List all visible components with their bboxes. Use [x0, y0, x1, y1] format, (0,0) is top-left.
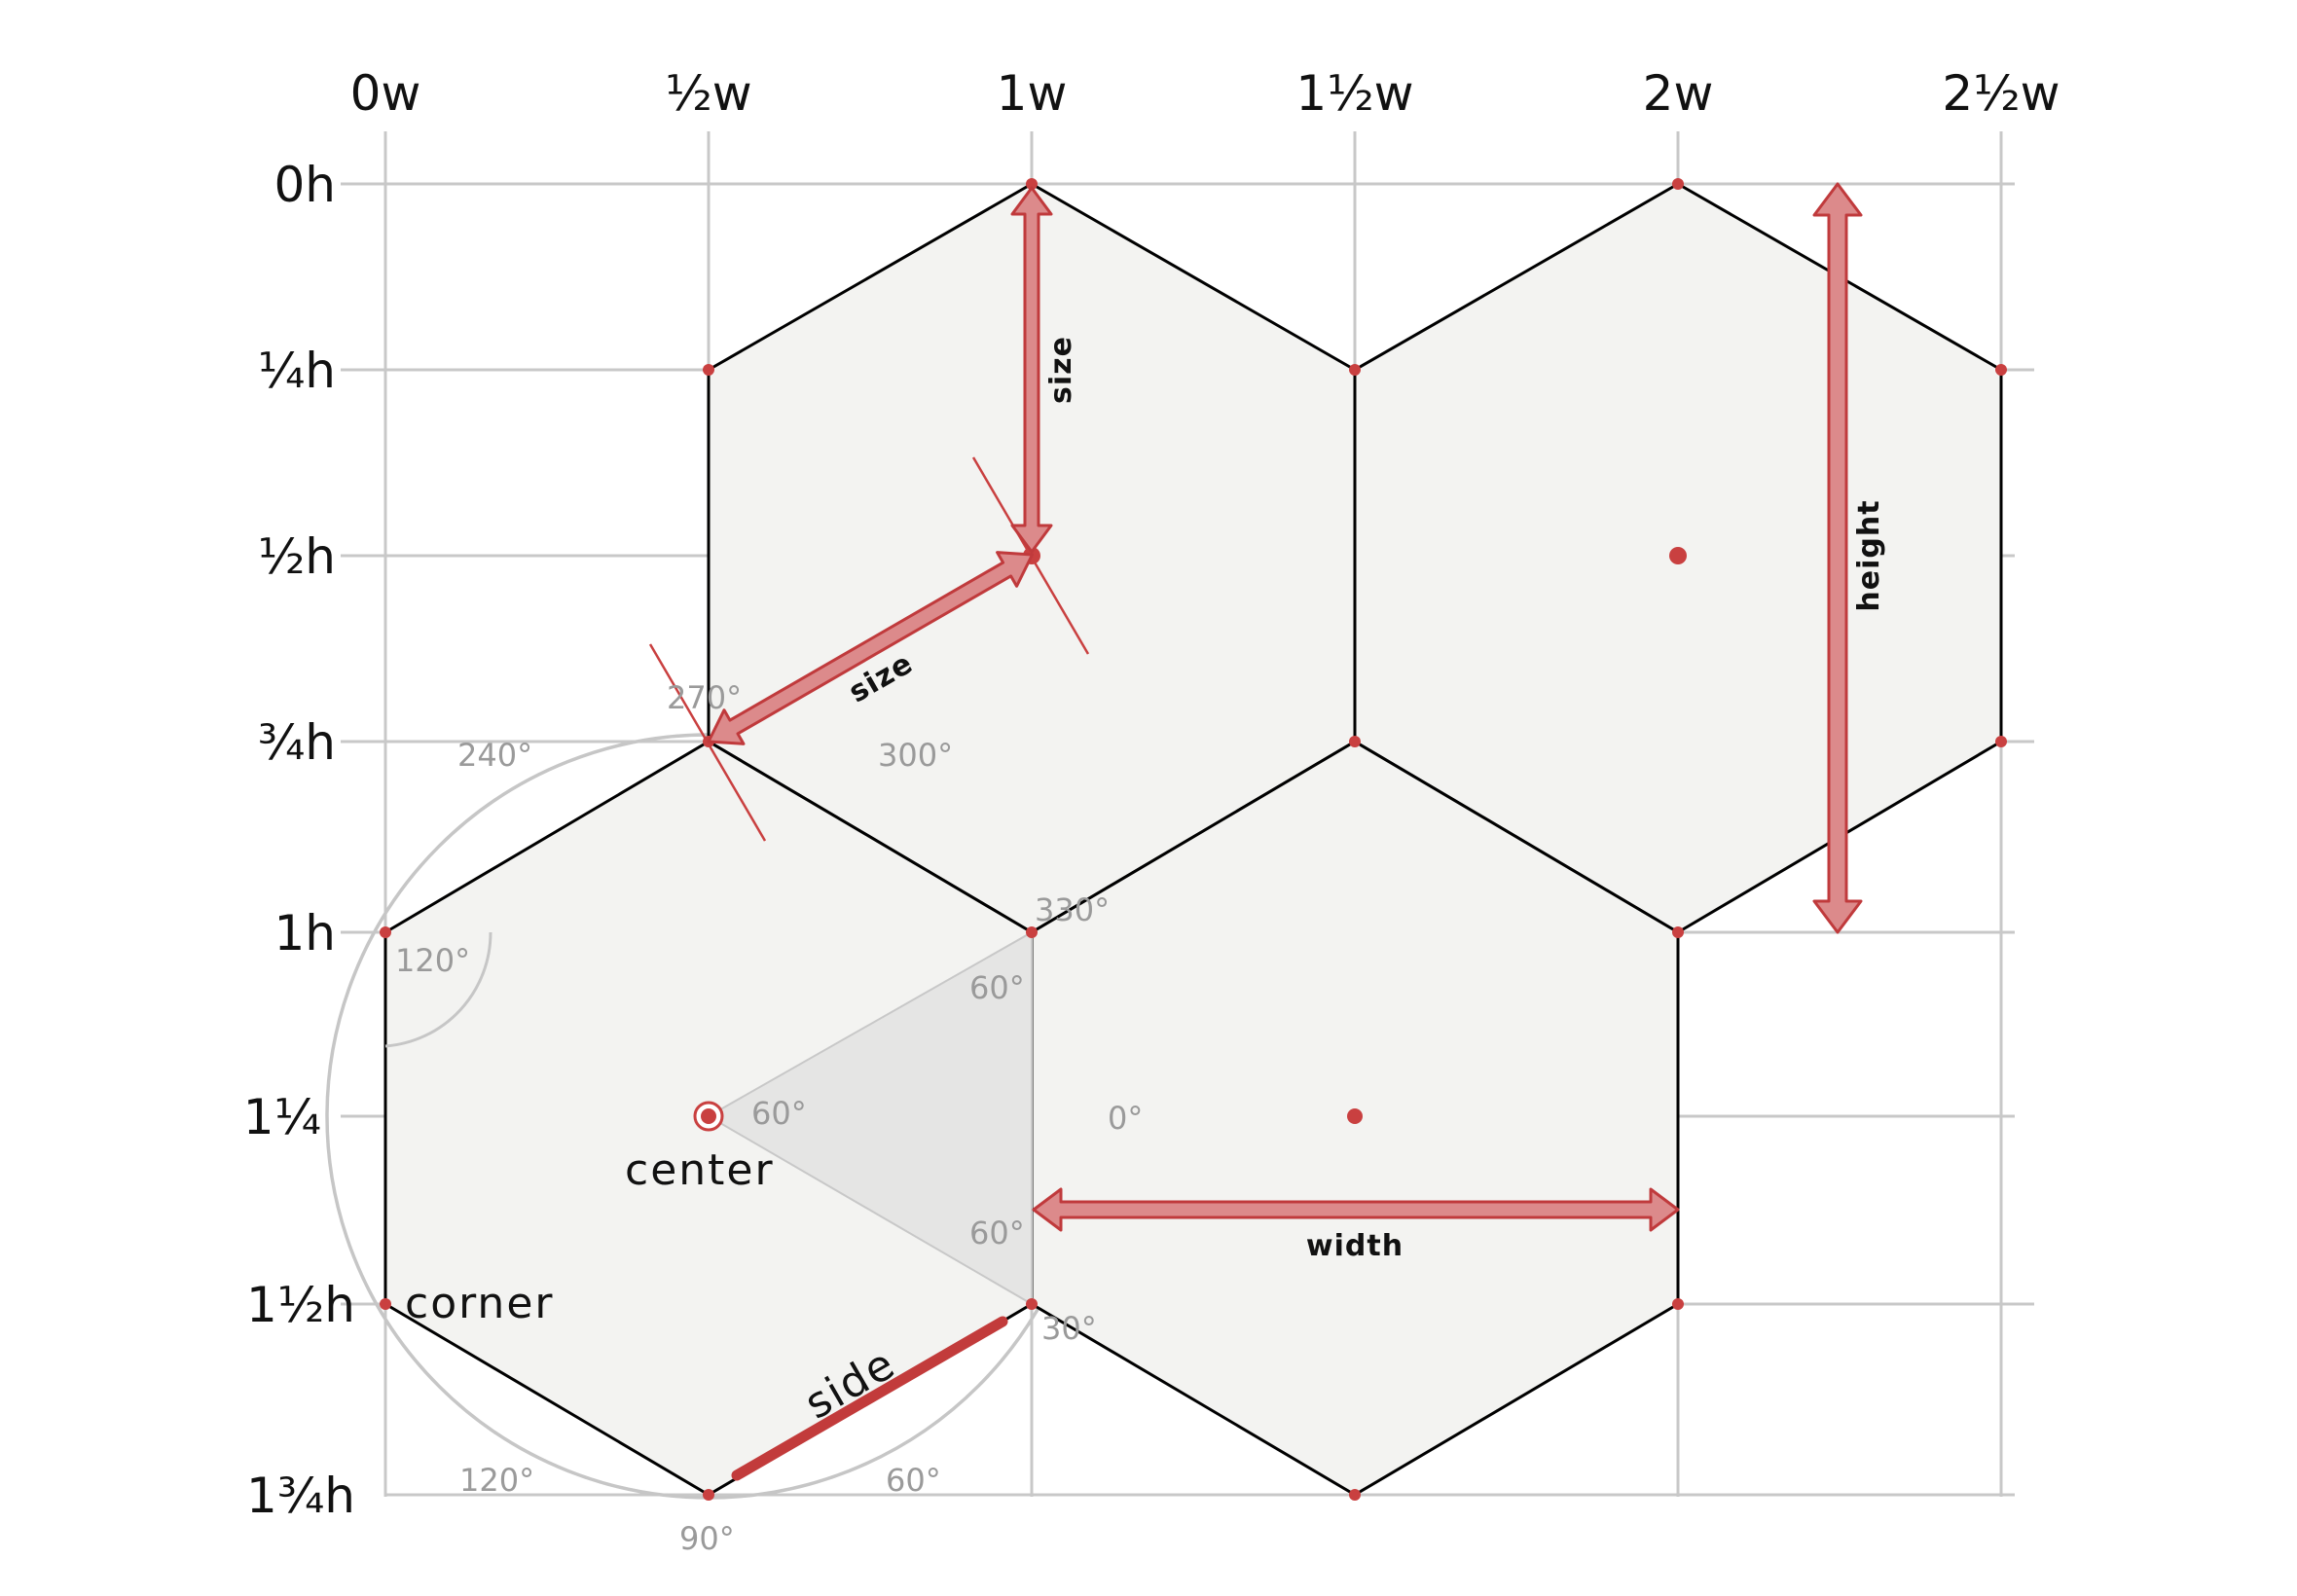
- vertex-dot: [1026, 1298, 1038, 1310]
- angle-labels: 270° 240° 300° 330° 120° 60° 60° 0° 60° …: [395, 679, 1143, 1557]
- center-label: center: [625, 1145, 775, 1195]
- vertex-dot: [1349, 1489, 1361, 1501]
- row-label: ¼h: [258, 343, 336, 399]
- vertex-dot: [1349, 364, 1361, 376]
- row-label: ½h: [258, 528, 336, 585]
- size-vertical-arrow: [1010, 186, 1053, 554]
- vertex-dot: [703, 364, 714, 376]
- corner-label: corner: [405, 1279, 554, 1328]
- width-arrow: [1032, 1187, 1680, 1232]
- angle-label-270: 270°: [667, 679, 742, 716]
- angle-label-90: 90°: [679, 1520, 735, 1557]
- center-wedge: [706, 930, 1033, 1306]
- row-label: 1½h: [246, 1277, 355, 1333]
- angle-label-240: 240°: [457, 737, 532, 774]
- row-label: 1¼: [243, 1089, 321, 1145]
- height-label: height: [1852, 499, 1886, 611]
- column-label: 2w: [1643, 65, 1714, 122]
- center-dot-bottom-right: [1347, 1108, 1363, 1124]
- column-label: ½w: [665, 65, 751, 122]
- angle-label-120-bottom: 120°: [459, 1462, 534, 1499]
- angle-label-0: 0°: [1108, 1100, 1143, 1137]
- row-label: ¾h: [258, 714, 336, 771]
- vertex-dot: [380, 1298, 391, 1310]
- angle-label-120-inner: 120°: [395, 942, 470, 979]
- vertex-dot: [1995, 736, 2007, 747]
- size-vertical-label: size: [1044, 336, 1078, 404]
- angle-label-60-bottom: 60°: [969, 1215, 1025, 1251]
- column-label: 1½w: [1295, 65, 1413, 122]
- row-label: 1h: [273, 905, 336, 961]
- center-dot-top-right: [1669, 547, 1687, 564]
- column-label: 2½w: [1942, 65, 2060, 122]
- vertex-dot: [1672, 178, 1684, 190]
- row-labels: 0h ¼h ½h ¾h 1h 1¼ 1½h 1¾h: [243, 157, 355, 1524]
- row-label: 1¾h: [246, 1468, 355, 1524]
- angle-label-60-center: 60°: [751, 1095, 807, 1132]
- column-label: 1w: [997, 65, 1068, 122]
- vertex-dot: [1672, 926, 1684, 938]
- vertex-dot: [703, 1489, 714, 1501]
- width-label: width: [1306, 1229, 1404, 1263]
- angle-label-330: 330°: [1035, 891, 1110, 928]
- angle-label-60-top: 60°: [969, 969, 1025, 1006]
- column-label: 0w: [350, 65, 421, 122]
- side-highlight: [731, 1316, 1008, 1481]
- vertex-dot: [1349, 736, 1361, 747]
- height-arrow: [1812, 182, 1863, 934]
- corner-angle-arc: [384, 931, 492, 1048]
- angle-label-300: 300°: [878, 737, 953, 774]
- size-diagonal-arrow: [707, 551, 1035, 745]
- center-marker: [693, 1101, 724, 1132]
- row-label: 0h: [273, 157, 336, 213]
- vertex-dot: [1026, 926, 1038, 938]
- hexagons: [383, 182, 2003, 1497]
- angle-label-30: 30°: [1041, 1310, 1097, 1347]
- vertex-dot: [1026, 178, 1038, 190]
- vertex-dot: [1672, 1298, 1684, 1310]
- vertex-dot: [380, 926, 391, 938]
- column-labels: 0w ½w 1w 1½w 2w 2½w: [350, 65, 2060, 122]
- angle-label-60-bottom-right: 60°: [886, 1462, 941, 1499]
- vertex-dot: [1995, 364, 2007, 376]
